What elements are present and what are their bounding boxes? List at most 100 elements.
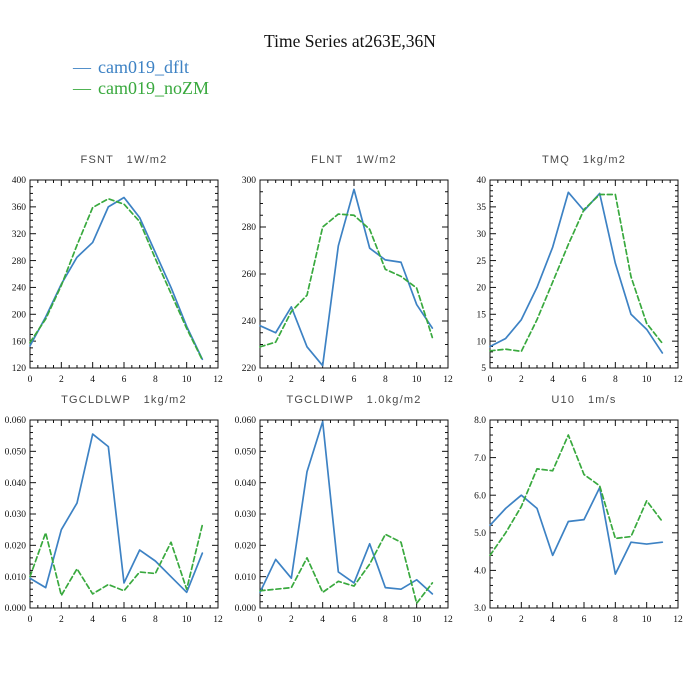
svg-text:400: 400 (12, 176, 27, 186)
chart-title: TMQ 1kg/m2 (541, 154, 627, 166)
chart-title: FLNT 1W/m2 (311, 154, 397, 166)
svg-text:0.020: 0.020 (235, 542, 257, 552)
chart-canvas: 0 2 4 6 8 10 12 0.000 0.010 0.020 0.030 0.040 0.050 0… (5, 416, 223, 625)
svg-text:12: 12 (673, 615, 683, 625)
svg-text:30: 30 (477, 230, 487, 240)
svg-text:10: 10 (182, 375, 192, 385)
svg-text:0: 0 (28, 375, 33, 385)
svg-text:10: 10 (642, 615, 652, 625)
series-line-cam019_dflt (489, 486, 664, 576)
svg-text:15: 15 (477, 310, 487, 320)
svg-text:4: 4 (320, 375, 325, 385)
svg-text:4: 4 (550, 375, 555, 385)
chart-title: TGCLDLWP 1kg/m2 (61, 394, 187, 406)
legend-label: cam019_dflt (98, 57, 189, 77)
svg-text:0.010: 0.010 (5, 573, 27, 583)
series-line-cam019_noZM (259, 533, 434, 605)
svg-text:6: 6 (352, 375, 357, 385)
line-swatch-solid-icon: — (73, 57, 91, 77)
series-line-cam019_dflt (489, 191, 664, 354)
chart-canvas: 0 2 4 6 8 10 12 3.0 4.0 5.0 6.0 7.0 8.0 (474, 416, 683, 625)
svg-text:8.0: 8.0 (474, 416, 486, 426)
svg-text:8: 8 (153, 615, 158, 625)
series-line-cam019_noZM (29, 197, 204, 361)
svg-text:0: 0 (258, 375, 263, 385)
svg-text:0.030: 0.030 (235, 510, 257, 520)
series-line-cam019_noZM (29, 524, 204, 597)
svg-text:0: 0 (488, 615, 493, 625)
svg-text:10: 10 (412, 615, 422, 625)
svg-text:300: 300 (242, 176, 257, 186)
svg-text:6: 6 (582, 375, 587, 385)
svg-text:240: 240 (242, 317, 257, 327)
svg-text:2: 2 (289, 375, 294, 385)
svg-text:120: 120 (12, 364, 27, 374)
legend-item-cam019-noZM: — cam019_noZM (73, 78, 209, 99)
chart-title: TGCLDIWP 1.0kg/m2 (286, 394, 422, 406)
svg-text:0.060: 0.060 (5, 416, 27, 426)
svg-text:5: 5 (481, 364, 486, 374)
svg-text:10: 10 (182, 615, 192, 625)
svg-text:0.040: 0.040 (5, 479, 27, 489)
svg-text:0: 0 (488, 375, 493, 385)
svg-text:0.000: 0.000 (5, 604, 27, 614)
legend-item-cam019-dflt: — cam019_dflt (73, 57, 209, 78)
series-line-cam019_dflt (29, 433, 204, 594)
svg-text:360: 360 (12, 203, 27, 213)
chart-panel-flnt: FLNT 1W/m2 0 2 4 6 8 10 12 220 240 260 280 300 (230, 150, 460, 395)
svg-text:6: 6 (122, 615, 127, 625)
svg-text:220: 220 (242, 364, 257, 374)
svg-text:0.020: 0.020 (5, 542, 27, 552)
svg-text:10: 10 (477, 337, 487, 347)
chart-canvas: 0 2 4 6 8 10 12 220 240 260 280 300 (242, 176, 453, 385)
chart-panel-fsnt: FSNT 1W/m2 0 2 4 6 8 10 12 120 160 200 240 280 320 36… (0, 150, 230, 395)
svg-text:260: 260 (242, 270, 257, 280)
svg-text:12: 12 (213, 615, 223, 625)
svg-text:8: 8 (153, 375, 158, 385)
svg-text:2: 2 (59, 375, 64, 385)
svg-text:200: 200 (12, 310, 27, 320)
series-legend: — cam019_dflt — cam019_noZM (73, 57, 209, 98)
svg-text:12: 12 (443, 615, 453, 625)
svg-text:8: 8 (613, 375, 618, 385)
svg-text:240: 240 (12, 284, 27, 294)
svg-text:8: 8 (383, 375, 388, 385)
chart-canvas: 0 2 4 6 8 10 12 120 160 200 240 280 320 360 400 (12, 176, 223, 385)
series-line-cam019_dflt (29, 196, 204, 361)
chart-panel-tgcldlwp: TGCLDLWP 1kg/m2 0 2 4 6 8 10 12 0.000 0.010 0.020… (0, 390, 230, 635)
svg-text:4: 4 (550, 615, 555, 625)
svg-text:6: 6 (582, 615, 587, 625)
svg-text:0: 0 (28, 615, 33, 625)
svg-text:2: 2 (59, 615, 64, 625)
svg-text:160: 160 (12, 337, 27, 347)
svg-text:12: 12 (213, 375, 223, 385)
svg-text:4: 4 (90, 615, 95, 625)
svg-text:20: 20 (477, 284, 487, 294)
series-line-cam019_noZM (489, 434, 664, 557)
svg-text:8: 8 (613, 615, 618, 625)
chart-canvas: 0 2 4 6 8 10 12 5 10 15 20 25 30 35 40 (477, 176, 684, 385)
svg-text:3.0: 3.0 (474, 604, 486, 614)
svg-text:6: 6 (352, 615, 357, 625)
svg-text:40: 40 (477, 176, 487, 186)
chart-title: U10 1m/s (551, 394, 617, 406)
svg-text:320: 320 (12, 230, 27, 240)
svg-text:8: 8 (383, 615, 388, 625)
svg-text:280: 280 (242, 223, 257, 233)
svg-text:2: 2 (519, 615, 524, 625)
chart-panel-tgcldiwp: TGCLDIWP 1.0kg/m2 0 2 4 6 8 10 12 0.000 0.010 0.0… (230, 390, 460, 635)
svg-text:25: 25 (477, 257, 487, 267)
series-line-cam019_dflt (259, 420, 434, 595)
svg-text:0: 0 (258, 615, 263, 625)
svg-text:0.010: 0.010 (235, 573, 257, 583)
series-line-cam019_noZM (489, 193, 664, 353)
series-line-cam019_noZM (259, 213, 434, 348)
svg-text:0.000: 0.000 (235, 604, 257, 614)
legend-label: cam019_noZM (98, 77, 209, 98)
svg-text:0.050: 0.050 (5, 448, 27, 458)
svg-text:0.060: 0.060 (235, 416, 257, 426)
svg-text:10: 10 (412, 375, 422, 385)
svg-text:0.050: 0.050 (235, 448, 257, 458)
svg-text:0.040: 0.040 (235, 479, 257, 489)
svg-text:6.0: 6.0 (474, 491, 486, 501)
